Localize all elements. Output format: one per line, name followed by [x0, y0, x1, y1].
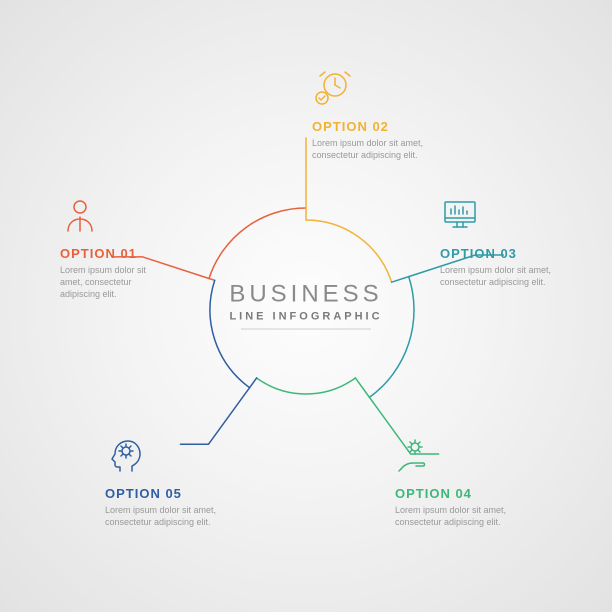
option-05-title: OPTION 05 — [105, 486, 245, 501]
center-title-line1: BUSINESS — [196, 281, 416, 309]
clock-check-icon — [312, 68, 352, 108]
option-02-body: Lorem ipsum dolor sit amet, consectetur … — [312, 137, 432, 161]
option-01-body: Lorem ipsum dolor sit amet, consectetur … — [60, 264, 170, 300]
option-05: OPTION 05 Lorem ipsum dolor sit amet, co… — [105, 435, 245, 528]
center-title-line2: LINE INFOGRAPHIC — [196, 311, 416, 323]
option-02: OPTION 02 Lorem ipsum dolor sit amet, co… — [312, 68, 452, 161]
option-04-title: OPTION 04 — [395, 486, 535, 501]
option-03-body: Lorem ipsum dolor sit amet, consectetur … — [440, 264, 560, 288]
hand-gear-icon — [395, 435, 435, 475]
option-03: OPTION 03 Lorem ipsum dolor sit amet, co… — [440, 195, 580, 288]
person-icon — [60, 195, 100, 235]
head-gear-icon — [105, 435, 145, 475]
center-divider — [241, 329, 371, 330]
center-title: BUSINESS LINE INFOGRAPHIC — [196, 281, 416, 330]
option-05-body: Lorem ipsum dolor sit amet, consectetur … — [105, 504, 225, 528]
option-01-title: OPTION 01 — [60, 246, 200, 261]
option-04: OPTION 04 Lorem ipsum dolor sit amet, co… — [395, 435, 535, 528]
option-03-title: OPTION 03 — [440, 246, 580, 261]
option-01: OPTION 01 Lorem ipsum dolor sit amet, co… — [60, 195, 200, 300]
option-04-body: Lorem ipsum dolor sit amet, consectetur … — [395, 504, 515, 528]
monitor-chart-icon — [440, 195, 480, 235]
option-02-title: OPTION 02 — [312, 119, 452, 134]
infographic-stage: BUSINESS LINE INFOGRAPHIC OPTION 01 Lore… — [0, 0, 612, 612]
